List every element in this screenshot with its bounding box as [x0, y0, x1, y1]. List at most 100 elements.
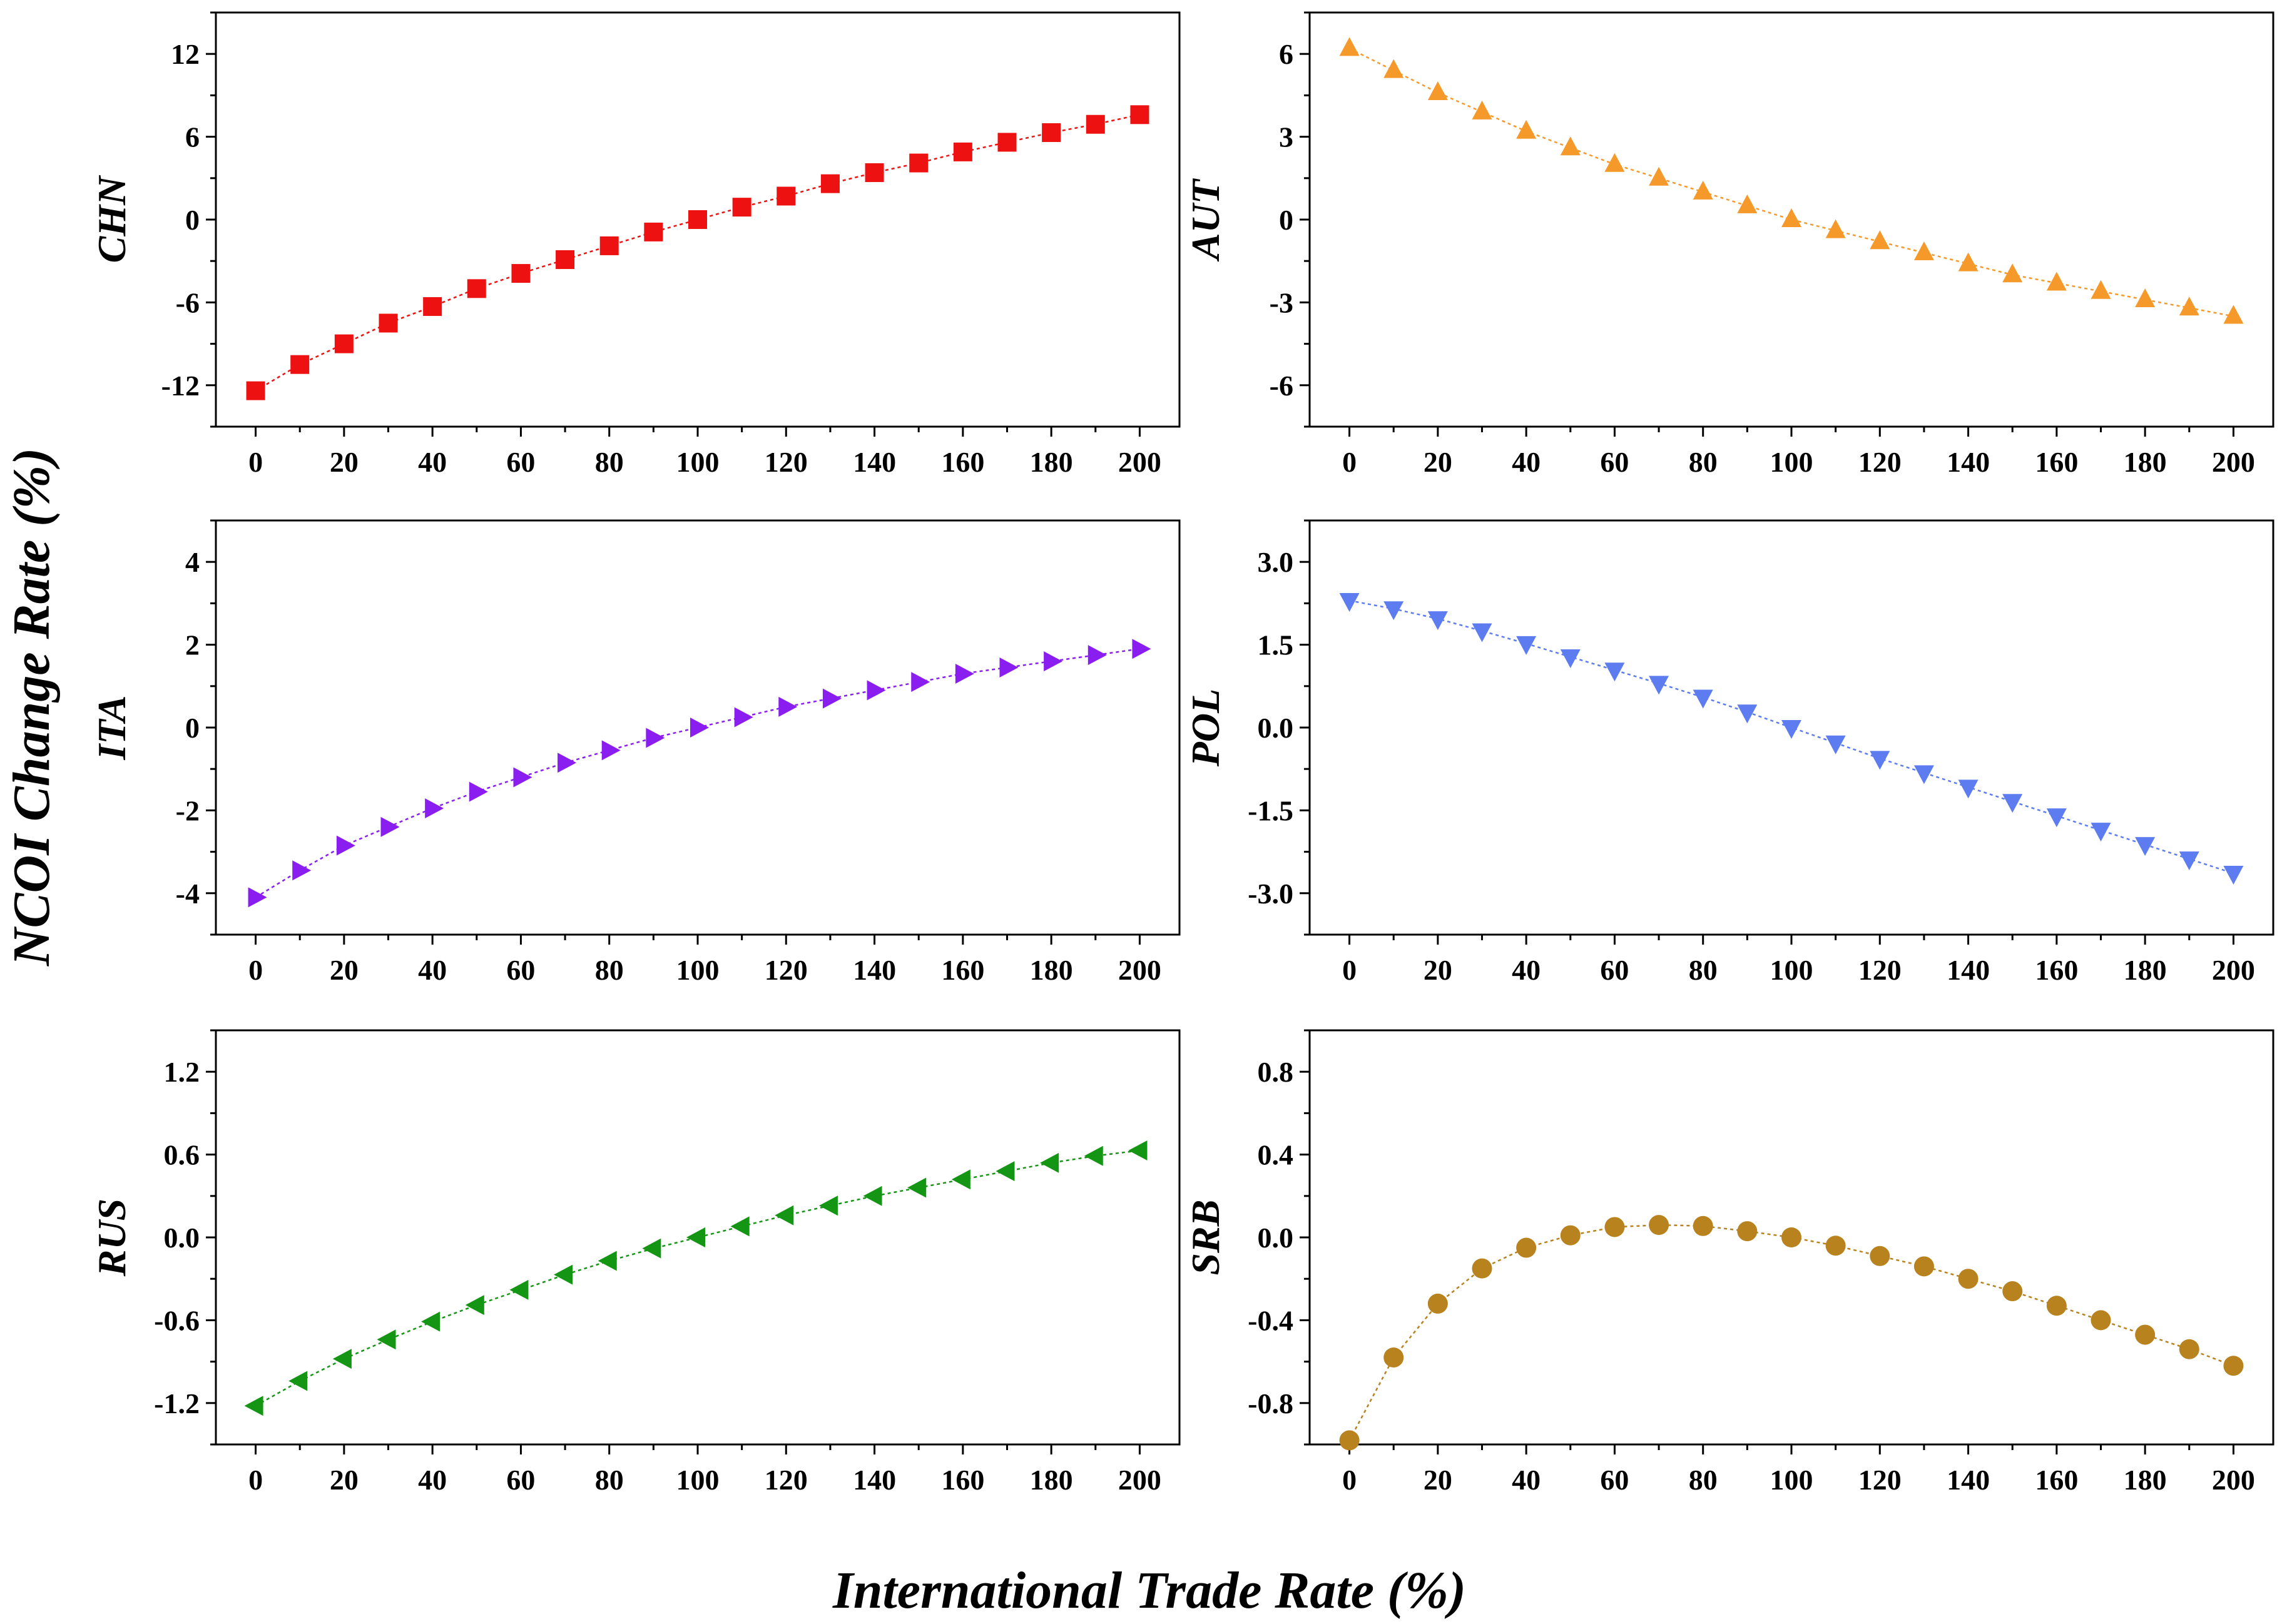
data-point — [598, 1251, 617, 1271]
panel-label: RUS — [89, 1199, 134, 1277]
data-point — [509, 1279, 529, 1300]
data-point — [1132, 639, 1151, 659]
y-tick-label: -6 — [1270, 370, 1293, 402]
data-point — [292, 860, 312, 881]
y-tick-label: 6 — [1279, 38, 1293, 70]
x-tick-label: 200 — [1118, 1464, 1161, 1496]
data-point — [1383, 1347, 1404, 1368]
x-tick-label: 0 — [248, 954, 263, 986]
x-tick-label: 160 — [941, 1464, 984, 1496]
data-point — [644, 222, 663, 241]
x-tick-label: 200 — [2212, 954, 2255, 986]
data-point — [1560, 136, 1581, 156]
data-point — [1604, 153, 1625, 172]
data-point — [1383, 59, 1404, 78]
x-tick-label: 80 — [595, 446, 624, 478]
data-point — [2046, 808, 2067, 828]
data-point — [1781, 720, 1801, 739]
panel-rus: -1.2 -0.6 0.0 0.6 1.2 0 20 40 60 80 100 120 140 160 18… — [89, 1029, 1181, 1496]
data-point — [686, 1227, 705, 1247]
data-point — [820, 174, 840, 193]
x-tick-label: 40 — [418, 446, 447, 478]
x-tick-label: 20 — [330, 446, 359, 478]
data-point — [511, 264, 531, 283]
data-point — [2179, 297, 2199, 316]
panel-label: CHN — [89, 175, 134, 263]
data-point — [1339, 37, 1360, 56]
series-line — [1348, 1224, 2234, 1441]
x-tick-label: 40 — [1512, 446, 1541, 478]
data-point — [2091, 1310, 2111, 1331]
x-tick-label: 0 — [1342, 1464, 1357, 1496]
data-point — [246, 381, 265, 400]
x-tick-label: 60 — [1600, 1464, 1629, 1496]
panel-label: SRB — [1183, 1200, 1228, 1276]
x-tick-label: 200 — [1118, 954, 1161, 986]
data-point — [379, 313, 398, 333]
data-point — [1693, 1215, 1713, 1236]
data-point — [1472, 100, 1492, 119]
x-tick-label: 0 — [248, 446, 263, 478]
data-point — [421, 1311, 441, 1332]
data-point — [777, 186, 796, 206]
data-point — [778, 696, 798, 717]
x-tick-label: 100 — [676, 1464, 720, 1496]
data-point — [1383, 601, 1404, 621]
y-tick-label: 0 — [185, 712, 200, 744]
data-point — [288, 1371, 308, 1391]
x-tick-label: 200 — [1118, 446, 1161, 478]
data-point — [2135, 837, 2156, 856]
y-tick-label: 6 — [185, 121, 200, 153]
data-point — [1825, 735, 1846, 754]
x-tick-label: 180 — [2124, 1464, 2167, 1496]
x-tick-label: 20 — [330, 954, 359, 986]
data-point — [1781, 1227, 1801, 1247]
data-point — [2223, 1356, 2244, 1376]
data-point — [1040, 1152, 1059, 1173]
data-point — [2135, 288, 2156, 307]
series-line — [255, 114, 1140, 392]
data-point — [1516, 636, 1537, 655]
data-point — [465, 1295, 484, 1316]
x-tick-label: 60 — [506, 954, 535, 986]
panel-label: POL — [1183, 689, 1228, 767]
data-point — [1128, 1140, 1148, 1160]
data-point — [469, 781, 488, 802]
data-point — [1084, 1145, 1103, 1166]
data-point — [1560, 649, 1581, 669]
data-point — [2046, 1296, 2067, 1316]
data-point — [1087, 645, 1107, 666]
x-tick-label: 140 — [1947, 446, 1990, 478]
x-tick-label: 20 — [1424, 954, 1452, 986]
x-tick-label: 160 — [941, 446, 984, 478]
data-point — [955, 663, 974, 684]
x-tick-label: 20 — [1424, 1464, 1452, 1496]
data-point — [1604, 1217, 1625, 1237]
y-tick-label: 0.0 — [1258, 1222, 1294, 1254]
y-tick-label: -3.0 — [1248, 878, 1293, 910]
panel-srb: -0.8 -0.4 0.0 0.4 0.8 0 20 40 60 80 100 120 140 160 18… — [1183, 1029, 2274, 1496]
y-tick-label: 0.0 — [164, 1222, 200, 1254]
data-point — [1649, 676, 1669, 695]
data-point — [951, 1169, 970, 1190]
data-point — [513, 767, 532, 788]
data-point — [377, 1329, 396, 1350]
x-tick-label: 180 — [1030, 446, 1073, 478]
data-point — [332, 1349, 352, 1369]
data-point — [1870, 751, 1890, 770]
data-point — [1737, 194, 1758, 213]
data-point — [1958, 252, 1979, 272]
data-point — [1825, 1236, 1846, 1256]
data-point — [997, 133, 1017, 152]
y-tick-label: 0.6 — [164, 1139, 200, 1171]
y-tick-label: -0.4 — [1248, 1304, 1293, 1336]
data-point — [2135, 1324, 2156, 1345]
data-point — [1958, 1269, 1979, 1289]
data-point — [1737, 1221, 1758, 1242]
data-point — [1130, 105, 1149, 124]
data-point — [1560, 1225, 1581, 1246]
data-point — [1427, 81, 1448, 100]
data-point — [248, 887, 267, 908]
